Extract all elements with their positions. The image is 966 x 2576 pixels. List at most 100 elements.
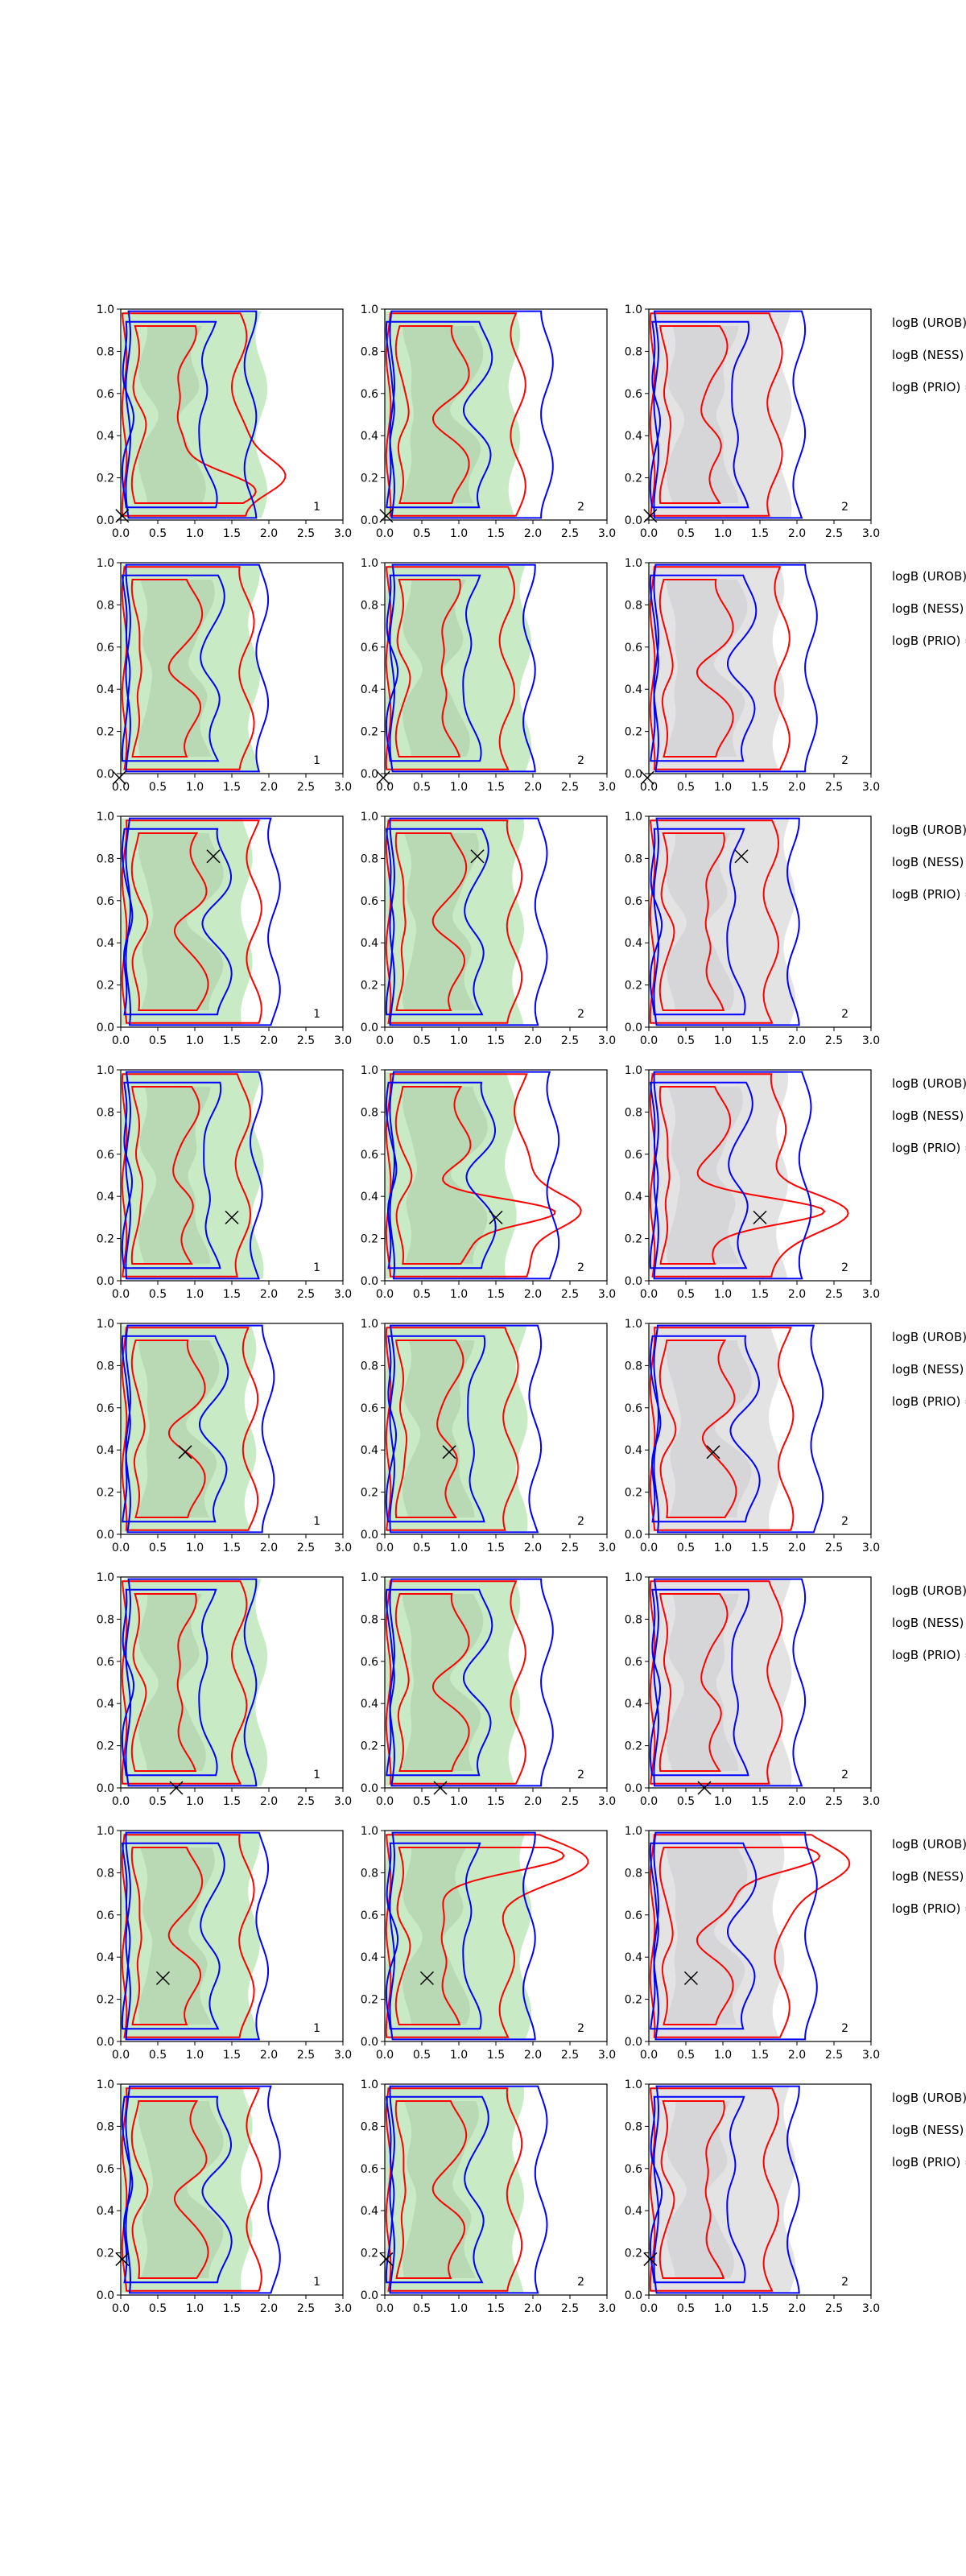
x-tick-label: 0.0 — [376, 2049, 394, 2062]
panel-corner-label: 2 — [841, 2276, 848, 2289]
density-fill-outer — [121, 818, 253, 1026]
logb-annotation: logB (PRIO) = — [892, 1394, 966, 1409]
x-tick-label: 0.5 — [149, 781, 167, 794]
red-contour-inner — [130, 579, 204, 758]
density-fill-inner — [402, 1594, 484, 1771]
red-contour-outer — [121, 1327, 259, 1531]
blue-contour-outer — [653, 1831, 818, 2041]
density-fill-inner — [138, 1847, 215, 2025]
y-tick-label: 0.4 — [97, 1951, 114, 1964]
x-tick-label: 0.5 — [677, 1795, 695, 1808]
panel-r6-c3: 0.0 0.5 1.0 1.5 2.0 2.5 3.0 0.0 0.2 0.4 0.6 0.8 1.0 2 — [625, 1571, 880, 1808]
panel-r7-c3: 0.0 0.5 1.0 1.5 2.0 2.5 3.0 0.0 0.2 0.4 0.6 0.8 1.0 2 — [625, 1825, 880, 2062]
y-tick-label: 0.0 — [97, 1782, 114, 1795]
y-tick-label: 0.0 — [97, 514, 114, 527]
x-tick-label: 3.0 — [862, 1795, 880, 1808]
y-tick-label: 0.2 — [97, 2248, 114, 2260]
y-tick-label: 1.0 — [625, 303, 642, 316]
x-tick-label: 2.0 — [788, 1034, 806, 1047]
logb-annotation: logB (NESS) = — [892, 1616, 966, 1630]
x-tick-label: 2.0 — [524, 527, 542, 540]
y-tick-label: 0.4 — [625, 1191, 642, 1203]
panel-corner-label: 1 — [313, 1261, 320, 1274]
y-tick-label: 1.0 — [97, 1318, 114, 1331]
density-fill-inner — [138, 326, 206, 503]
x-tick-label: 2.0 — [788, 1795, 806, 1808]
panel-r2-c2: 0.0 0.5 1.0 1.5 2.0 2.5 3.00.00.20.40.60.81.02 — [361, 557, 616, 794]
x-tick-label: 0.5 — [677, 2049, 695, 2062]
x-tick-label: 2.0 — [260, 1795, 278, 1808]
x-tick-label: 0.0 — [640, 527, 658, 540]
x-tick-label: 0.0 — [376, 1034, 394, 1047]
y-tick-label: 0.6 — [361, 1149, 378, 1162]
red-contour-inner — [130, 1593, 197, 1772]
y-tick-label: 1.0 — [97, 303, 114, 316]
panel-r3-c1: 0.0 0.5 1.0 1.5 2.0 2.5 3.0 0.0 0.2 0.4 0.6 0.8 1.0 1 — [97, 811, 352, 1047]
blue-contour-outer — [653, 2085, 800, 2294]
true-value-marker — [697, 1781, 712, 1795]
x-tick-label: 2.0 — [788, 2049, 806, 2062]
blue-contour-inner — [121, 2095, 233, 2284]
x-tick-label: 1.0 — [714, 1034, 732, 1047]
y-tick-label: 0.8 — [625, 1106, 642, 1119]
y-tick-label: 0.8 — [625, 1867, 642, 1880]
x-tick-label: 1.0 — [450, 1542, 468, 1554]
x-tick-label: 3.0 — [334, 2049, 352, 2062]
x-tick-label: 3.0 — [598, 2049, 616, 2062]
x-tick-label: 2.5 — [825, 1034, 843, 1047]
density-fill-inner — [402, 326, 484, 503]
x-tick-label: 3.0 — [598, 2302, 616, 2315]
y-tick-label: 1.0 — [97, 557, 114, 570]
x-tick-label: 0.5 — [413, 1288, 431, 1301]
x-tick-label: 1.0 — [186, 1034, 204, 1047]
blue-contour-inner — [385, 1335, 486, 1523]
x-tick-label: 3.0 — [862, 781, 880, 794]
logb-annotation: logB (UROB) = — [892, 569, 966, 584]
panel-r5-c1: 0.0 0.5 1.0 1.5 2.0 2.5 3.0 0.0 0.2 0.4 0.6 0.8 1.0 1 — [97, 1318, 352, 1554]
y-tick-label: 0.0 — [625, 514, 642, 527]
x-tick-label: 0.5 — [149, 1288, 167, 1301]
panel-corner-label: 2 — [577, 1261, 584, 1274]
y-tick-label: 0.2 — [625, 1994, 642, 2007]
y-tick-label: 0.2 — [97, 1487, 114, 1500]
true-value-marker — [643, 509, 658, 523]
y-tick-label: 0.0 — [361, 768, 378, 781]
density-fill-outer — [649, 1579, 792, 1786]
panel-r4-c2: 0.0 0.5 1.0 1.5 2.0 2.5 3.0 0.0 0.2 0.4 0.6 0.8 1.0 2 — [361, 1064, 616, 1301]
x-tick-label: 2.0 — [788, 1288, 806, 1301]
panel-r5-c3: 0.0 0.5 1.0 1.5 2.0 2.5 3.0 0.0 0.2 0.4 0.6 0.8 1.0 2 — [625, 1318, 880, 1554]
blue-contour-outer — [125, 1324, 275, 1534]
x-tick-label: 1.5 — [751, 1288, 769, 1301]
x-tick-label: 0.5 — [677, 1288, 695, 1301]
y-tick-label: 0.0 — [97, 1529, 114, 1542]
y-tick-label: 1.0 — [625, 1064, 642, 1077]
logb-annotation: logB (PRIO) = — [892, 887, 966, 902]
x-tick-label: 1.0 — [450, 781, 468, 794]
panel-r2-c1: 0.0 0.5 1.0 1.5 2.0 2.5 3.00.00.20.40.60.81.01 — [97, 557, 352, 794]
y-tick-label: 0.4 — [361, 1444, 378, 1457]
x-tick-label: 0.5 — [149, 1795, 167, 1808]
x-tick-label: 2.0 — [788, 527, 806, 540]
panel-corner-label: 2 — [577, 754, 584, 767]
x-tick-label: 1.5 — [751, 1034, 769, 1047]
y-tick-label: 0.2 — [361, 473, 378, 485]
blue-contour-outer — [125, 1831, 270, 2041]
y-tick-label: 0.0 — [97, 1022, 114, 1034]
x-tick-label: 0.0 — [376, 1542, 394, 1554]
panel-r5-c2: 0.0 0.5 1.0 1.5 2.0 2.5 3.0 0.0 0.2 0.4 0.6 0.8 1.0 2 — [361, 1318, 616, 1554]
density-fill-inner — [402, 580, 470, 757]
y-tick-label: 0.0 — [625, 2036, 642, 2049]
blue-contour-outer — [125, 2085, 281, 2294]
x-tick-label: 3.0 — [334, 781, 352, 794]
blue-contour-outer — [389, 817, 548, 1026]
true-value-marker — [115, 2252, 130, 2266]
x-tick-label: 1.0 — [186, 781, 204, 794]
true-value-marker — [225, 1210, 239, 1224]
y-tick-label: 0.8 — [97, 1867, 114, 1880]
blue-contour-inner — [121, 828, 233, 1016]
y-tick-label: 0.6 — [361, 895, 378, 908]
panel-r8-c1: 0.0 0.5 1.0 1.5 2.0 2.5 3.0 0.0 0.2 0.4 0.6 0.8 1.0 1 — [97, 2079, 352, 2315]
x-tick-label: 1.0 — [186, 527, 204, 540]
x-tick-label: 0.5 — [677, 1034, 695, 1047]
red-contour-outer — [385, 819, 523, 1024]
